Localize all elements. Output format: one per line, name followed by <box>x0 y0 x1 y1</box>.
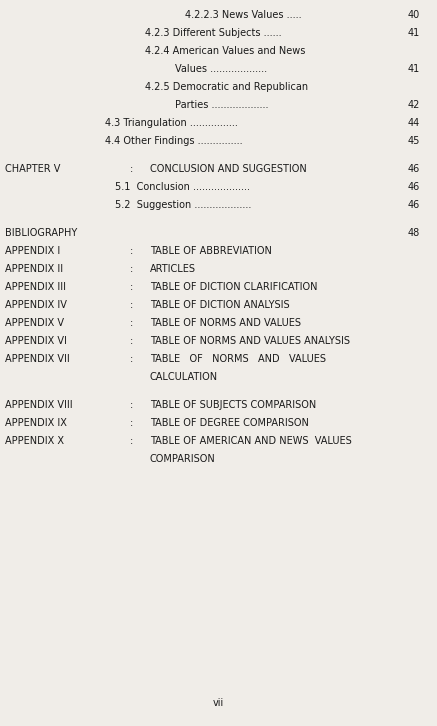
Text: APPENDIX IX: APPENDIX IX <box>5 417 67 428</box>
Text: :: : <box>130 436 133 446</box>
Text: 41: 41 <box>408 64 420 74</box>
Text: 41: 41 <box>408 28 420 38</box>
Text: 45: 45 <box>408 136 420 146</box>
Text: CALCULATION: CALCULATION <box>150 372 218 382</box>
Text: COMPARISON: COMPARISON <box>150 454 216 464</box>
Text: APPENDIX V: APPENDIX V <box>5 318 64 328</box>
Text: 46: 46 <box>408 182 420 192</box>
Text: CHAPTER V: CHAPTER V <box>5 164 60 174</box>
Text: ARTICLES: ARTICLES <box>150 264 196 274</box>
Text: 4.2.2.3 News Values .....: 4.2.2.3 News Values ..... <box>185 10 302 20</box>
Text: 4.4 Other Findings ...............: 4.4 Other Findings ............... <box>105 136 243 146</box>
Text: TABLE   OF   NORMS   AND   VALUES: TABLE OF NORMS AND VALUES <box>150 354 326 364</box>
Text: :: : <box>130 417 133 428</box>
Text: APPENDIX I: APPENDIX I <box>5 246 60 256</box>
Text: Parties ...................: Parties ................... <box>175 100 268 110</box>
Text: APPENDIX IV: APPENDIX IV <box>5 300 67 310</box>
Text: APPENDIX II: APPENDIX II <box>5 264 63 274</box>
Text: :: : <box>130 400 133 409</box>
Text: APPENDIX VIII: APPENDIX VIII <box>5 400 73 409</box>
Text: 46: 46 <box>408 200 420 210</box>
Text: :: : <box>130 164 133 174</box>
Text: TABLE OF SUBJECTS COMPARISON: TABLE OF SUBJECTS COMPARISON <box>150 400 316 409</box>
Text: :: : <box>130 336 133 346</box>
Text: TABLE OF AMERICAN AND NEWS  VALUES: TABLE OF AMERICAN AND NEWS VALUES <box>150 436 352 446</box>
Text: TABLE OF NORMS AND VALUES: TABLE OF NORMS AND VALUES <box>150 318 301 328</box>
Text: APPENDIX VII: APPENDIX VII <box>5 354 70 364</box>
Text: APPENDIX VI: APPENDIX VI <box>5 336 67 346</box>
Text: vii: vii <box>213 698 224 708</box>
Text: Values ...................: Values ................... <box>175 64 267 74</box>
Text: BIBLIOGRAPHY: BIBLIOGRAPHY <box>5 228 77 238</box>
Text: :: : <box>130 282 133 292</box>
Text: 4.3 Triangulation ................: 4.3 Triangulation ................ <box>105 118 238 128</box>
Text: 44: 44 <box>408 118 420 128</box>
Text: 46: 46 <box>408 164 420 174</box>
Text: :: : <box>130 354 133 364</box>
Text: 40: 40 <box>408 10 420 20</box>
Text: 4.2.5 Democratic and Republican: 4.2.5 Democratic and Republican <box>145 82 308 92</box>
Text: TABLE OF NORMS AND VALUES ANALYSIS: TABLE OF NORMS AND VALUES ANALYSIS <box>150 336 350 346</box>
Text: TABLE OF DICTION ANALYSIS: TABLE OF DICTION ANALYSIS <box>150 300 290 310</box>
Text: 4.2.3 Different Subjects ......: 4.2.3 Different Subjects ...... <box>145 28 281 38</box>
Text: :: : <box>130 300 133 310</box>
Text: APPENDIX III: APPENDIX III <box>5 282 66 292</box>
Text: APPENDIX X: APPENDIX X <box>5 436 64 446</box>
Text: 48: 48 <box>408 228 420 238</box>
Text: 5.1  Conclusion ...................: 5.1 Conclusion ................... <box>115 182 250 192</box>
Text: TABLE OF DICTION CLARIFICATION: TABLE OF DICTION CLARIFICATION <box>150 282 318 292</box>
Text: 5.2  Suggestion ...................: 5.2 Suggestion ................... <box>115 200 251 210</box>
Text: TABLE OF ABBREVIATION: TABLE OF ABBREVIATION <box>150 246 272 256</box>
Text: :: : <box>130 264 133 274</box>
Text: 4.2.4 American Values and News: 4.2.4 American Values and News <box>145 46 305 56</box>
Text: :: : <box>130 246 133 256</box>
Text: 42: 42 <box>408 100 420 110</box>
Text: TABLE OF DEGREE COMPARISON: TABLE OF DEGREE COMPARISON <box>150 417 309 428</box>
Text: CONCLUSION AND SUGGESTION: CONCLUSION AND SUGGESTION <box>150 164 307 174</box>
Text: :: : <box>130 318 133 328</box>
